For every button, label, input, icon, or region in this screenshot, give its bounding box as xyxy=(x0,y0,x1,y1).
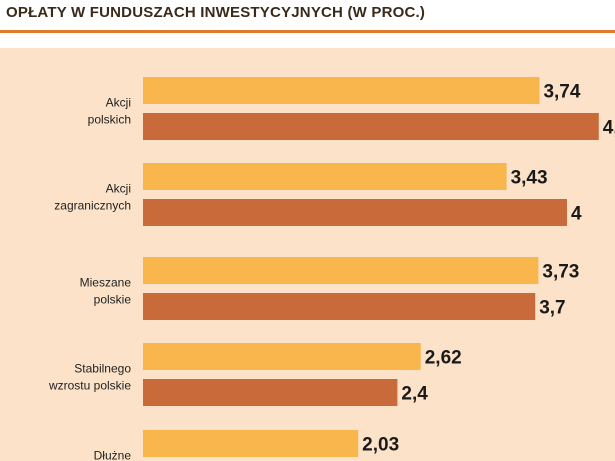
bar-series-2 xyxy=(143,113,599,140)
title-rule xyxy=(0,30,615,33)
category-label: Stabilnego wzrostu polskie xyxy=(48,362,131,393)
data-label: 2,62 xyxy=(425,348,462,369)
category-label-line-2: polskie xyxy=(94,293,132,307)
bar-series-1 xyxy=(143,257,539,284)
category-label: Akcji polskich xyxy=(88,96,131,127)
data-label: 2,03 xyxy=(362,435,399,456)
category-label-line-1: Stabilnego xyxy=(74,362,131,376)
data-label: 3,74 xyxy=(543,82,580,103)
category-label-line-2: wzrostu polskie xyxy=(48,379,131,393)
category-label-line-2: zagranicznych xyxy=(54,199,131,213)
data-label: 2,4 xyxy=(401,384,428,405)
bar-series-1 xyxy=(143,163,507,190)
category-label-line-1: Mieszane xyxy=(80,276,132,290)
category-label-line-1: Akcji xyxy=(106,96,131,110)
data-label: 3,43 xyxy=(511,168,548,189)
category-label-line-2: polskich xyxy=(88,113,131,127)
bar-series-2 xyxy=(143,379,398,406)
category-label: Mieszane polskie xyxy=(80,276,132,307)
data-label: 4 xyxy=(571,204,582,225)
data-label: 3,7 xyxy=(539,298,565,319)
bar-series-1 xyxy=(143,77,540,104)
category-label: Dłużne xyxy=(94,449,132,461)
chart-title: OPŁATY W FUNDUSZACH INWESTYCYJNYCH (W PR… xyxy=(6,4,426,21)
bar-series-2 xyxy=(143,199,567,226)
category-label: Akcji zagranicznych xyxy=(54,182,131,213)
bar-series-1 xyxy=(143,343,421,370)
category-label-line-1: Akcji xyxy=(106,182,131,196)
bar-series-1 xyxy=(143,430,359,457)
data-label: 3,73 xyxy=(542,262,579,283)
data-label: 4,3 xyxy=(603,118,615,139)
category-label-line-1: Dłużne xyxy=(94,449,132,461)
bar-series-2 xyxy=(143,293,536,320)
